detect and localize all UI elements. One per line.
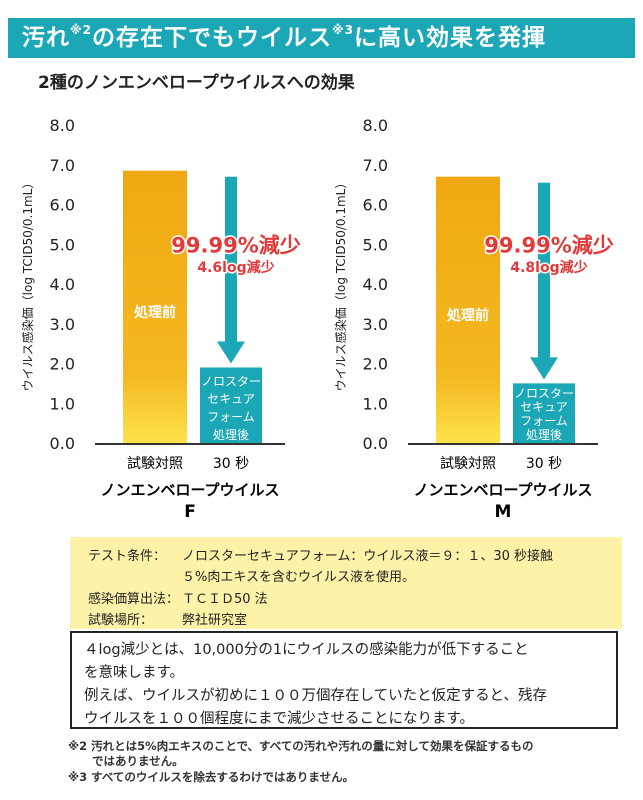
bar-label-treated: フォーム	[207, 410, 255, 424]
y-tick-label: 7.0	[363, 156, 388, 175]
test-conditions-box: テスト条件： ノロスターセキュアフォーム：ウイルス液＝９：１、30 秒接触 ５%…	[70, 537, 622, 629]
bar-control	[436, 176, 500, 444]
section-subtitle: 2種のノンエンベロープウイルスへの効果	[38, 73, 355, 93]
chart-virus-f: 0.0 1.0 2.0 3.0 4.0 5.0 6.0 7.0 8.0 ウイルス感染価（log T…	[20, 116, 302, 520]
method-value: ＴＣＩＤ50 法	[182, 592, 268, 607]
bar-label-treated: 処理後	[526, 428, 562, 442]
chart-title: ノンエンベロープウイルス	[100, 481, 279, 499]
x-tick-label: 30 秒	[526, 456, 562, 472]
reduction-percent: 99.99%減少	[171, 233, 300, 257]
test-conditions-value: ノロスターセキュアフォーム：ウイルス液＝９：１、30 秒接触	[182, 549, 554, 564]
virus-name: M	[495, 502, 512, 520]
x-tick-label: 試験対照	[440, 456, 496, 472]
footnote-marker: ※3	[332, 23, 355, 37]
y-tick-label: 3.0	[363, 315, 388, 334]
y-axis-label: ウイルス感染価（log TCID50/0.1mL）	[20, 177, 35, 392]
chart-virus-m: 0.0 1.0 2.0 3.0 4.0 5.0 6.0 7.0 8.0 ウイルス感染価（log T…	[333, 116, 615, 520]
y-tick-label: 6.0	[50, 196, 75, 215]
note-line: を意味します。	[84, 665, 185, 681]
y-tick-label: 2.0	[363, 355, 388, 374]
headline-text: 汚れ	[22, 25, 70, 51]
y-tick-label: 1.0	[50, 394, 75, 413]
y-tick-label: 0.0	[50, 434, 75, 453]
bar-treated	[200, 367, 262, 443]
chart-title: ノンエンベロープウイルス	[413, 481, 592, 499]
bar-label-treated: ノロスター	[201, 374, 261, 388]
down-arrow-icon	[530, 357, 558, 380]
place-label: 試験場所：	[88, 613, 154, 628]
place-value: 弊社研究室	[182, 613, 248, 628]
bar-label-treated: セキュア	[520, 400, 568, 414]
virus-name: F	[184, 502, 196, 520]
arrow-shaft	[225, 176, 237, 344]
headline-banner: 汚れ※2の存在下でもウイルス※3に高い効果を発揮	[8, 18, 635, 58]
bar-label-treated: ノロスター	[514, 386, 574, 400]
y-tick-label: 5.0	[363, 235, 388, 254]
y-tick-label: 2.0	[50, 355, 75, 374]
reduction-log: 4.8log減少	[510, 259, 587, 276]
reduction-percent: 99.99%減少	[484, 233, 613, 257]
headline-text: の存在下でもウイルス	[92, 25, 333, 51]
down-arrow-icon	[217, 341, 245, 364]
arrow-shaft	[538, 182, 550, 360]
bar-label-treated: 処理後	[213, 428, 249, 442]
y-tick-label: 3.0	[50, 315, 75, 334]
test-conditions-label: テスト条件：	[88, 549, 167, 564]
footnote-2-cont: ではありません。	[92, 754, 184, 768]
y-tick-label: 4.0	[50, 275, 75, 294]
bar-label-control: 処理前	[133, 304, 176, 321]
y-axis-label: ウイルス感染価（log TCID50/0.1mL）	[333, 177, 348, 392]
bar-control	[123, 170, 187, 443]
note-line: ４log減少とは、10,000分の1にウイルスの感染能力が低下すること	[84, 642, 529, 658]
note-line: 例えば、ウイルスが初めに１００万個存在していたと仮定すると、残存	[84, 688, 547, 704]
y-tick-label: 6.0	[363, 196, 388, 215]
test-conditions-value-2: ５%肉エキスを含むウイルス液を使用。	[182, 570, 415, 585]
footnote-marker: ※2	[70, 23, 93, 37]
bar-label-treated: セキュア	[207, 392, 255, 406]
footnote-3: ※3 すべてのウイルスを除去するわけではありません。	[68, 770, 355, 784]
y-tick-label: 5.0	[50, 235, 75, 254]
log-reduction-note: ４log減少とは、10,000分の1にウイルスの感染能力が低下すること を意味し…	[70, 631, 618, 729]
bar-label-treated: フォーム	[520, 414, 568, 428]
method-label: 感染価算出法：	[88, 592, 180, 607]
y-tick-label: 8.0	[50, 116, 75, 135]
x-tick-label: 試験対照	[127, 456, 183, 472]
y-tick-label: 1.0	[363, 394, 388, 413]
y-tick-label: 0.0	[363, 434, 388, 453]
y-tick-label: 7.0	[50, 156, 75, 175]
y-tick-label: 4.0	[363, 275, 388, 294]
footnote-2: ※2 汚れとは5%肉エキスのことで、すべての汚れや汚れの量に対して効果を保証する…	[68, 739, 534, 753]
y-tick-label: 8.0	[363, 116, 388, 135]
headline-text: に高い効果を発揮	[354, 25, 547, 51]
reduction-log: 4.6log減少	[197, 259, 274, 276]
bar-label-control: 処理前	[446, 307, 489, 324]
x-tick-label: 30 秒	[213, 456, 249, 472]
note-line: ウイルスを１００個程度にまで減少させることになります。	[84, 711, 475, 727]
bar-treated	[513, 383, 575, 443]
